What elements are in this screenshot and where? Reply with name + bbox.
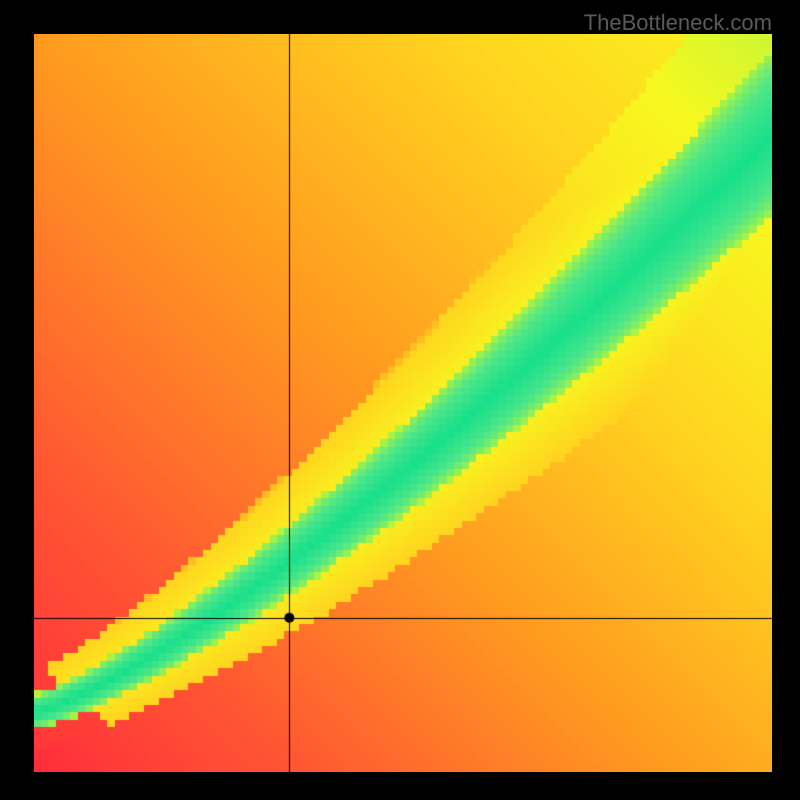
- watermark-text: TheBottleneck.com: [584, 10, 772, 36]
- chart-container: TheBottleneck.com: [0, 0, 800, 800]
- bottleneck-heatmap: [34, 34, 772, 772]
